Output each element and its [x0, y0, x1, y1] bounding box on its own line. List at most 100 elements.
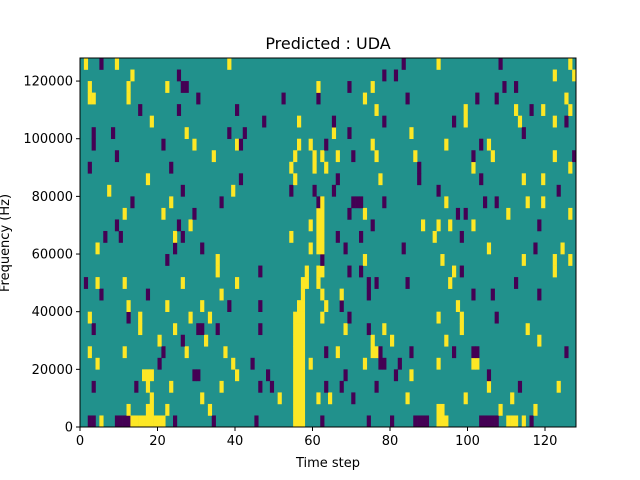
heatmap-cell — [316, 81, 321, 93]
heatmap-cell — [114, 150, 120, 163]
heatmap-cell — [157, 415, 162, 428]
heatmap-cell — [471, 150, 476, 163]
heatmap-cell — [436, 58, 441, 70]
heatmap-cell — [347, 265, 352, 278]
heatmap-cell — [215, 254, 220, 266]
heatmap-cell — [498, 403, 503, 416]
heatmap-cell — [138, 104, 143, 116]
heatmap-cell — [165, 403, 170, 416]
heatmap-cell — [533, 403, 538, 416]
heatmap-cell — [533, 242, 538, 255]
heatmap-cell — [374, 380, 379, 393]
heatmap-cell — [293, 403, 298, 416]
heatmap-cell — [293, 150, 298, 163]
heatmap-cell — [258, 265, 263, 278]
heatmap-cell — [490, 288, 495, 301]
heatmap-cell — [316, 392, 321, 405]
heatmap-cell — [335, 230, 340, 243]
heatmap-cell — [235, 104, 240, 116]
heatmap-cell — [297, 138, 302, 151]
heatmap-cell — [382, 357, 387, 370]
heatmap-cell — [138, 311, 143, 324]
x-tick-label: 0 — [76, 434, 84, 449]
heatmap-cell — [207, 403, 213, 416]
heatmap-cell — [161, 207, 166, 220]
heatmap-cell — [300, 288, 306, 301]
heatmap-cell — [324, 346, 329, 359]
heatmap-cell — [572, 69, 577, 82]
heatmap-cell — [242, 127, 247, 140]
heatmap-cell — [421, 219, 426, 232]
heatmap-cell — [413, 150, 418, 163]
heatmap-cell — [289, 161, 294, 174]
heatmap-cell — [401, 242, 406, 255]
heatmap-cell — [409, 127, 414, 140]
heatmap-cell — [114, 58, 120, 70]
heatmap-cell — [184, 346, 189, 359]
heatmap-cell — [87, 161, 92, 174]
heatmap-cell — [87, 92, 92, 105]
heatmap-cell — [486, 242, 492, 255]
heatmap-cell — [339, 380, 344, 393]
heatmap-cell — [180, 277, 185, 289]
heatmap-cell — [444, 415, 449, 428]
heatmap-cell — [227, 300, 232, 312]
heatmap-cell — [331, 184, 337, 197]
heatmap-cell — [370, 346, 375, 359]
heatmap-cell — [382, 196, 387, 209]
heatmap-cell — [382, 69, 387, 82]
heatmap-cell — [297, 380, 302, 393]
heatmap-cell — [459, 311, 464, 324]
heatmap-cell — [130, 69, 135, 82]
heatmap-cell — [471, 161, 476, 174]
heatmap-cell — [331, 127, 337, 140]
x-tick-label: 40 — [227, 434, 244, 449]
heatmap-cell — [184, 127, 189, 140]
heatmap-cell — [91, 323, 96, 336]
heatmap-cell — [347, 81, 352, 93]
heatmap-cell — [130, 196, 135, 209]
heatmap-cell — [114, 415, 120, 428]
heatmap-cell — [161, 415, 166, 428]
heatmap-cell — [463, 392, 468, 405]
heatmap-cell — [529, 415, 534, 428]
heatmap-cell — [215, 265, 220, 278]
heatmap-cell — [320, 219, 325, 232]
heatmap-cell — [382, 323, 387, 336]
heatmap-cell — [118, 230, 123, 243]
heatmap-cell — [297, 403, 302, 416]
x-tick-label: 60 — [304, 434, 321, 449]
heatmap-cell — [176, 219, 182, 232]
heatmap-cell — [440, 254, 445, 266]
y-tick-label: 40000 — [32, 305, 73, 320]
heatmap-cell — [126, 311, 131, 324]
x-tick-label: 120 — [533, 434, 558, 449]
heatmap-cell — [351, 196, 356, 209]
heatmap-cell — [196, 323, 201, 336]
heatmap-cell — [180, 334, 185, 347]
heatmap-cell — [463, 104, 468, 116]
heatmap-cell — [378, 346, 383, 359]
heatmap-cell — [556, 184, 561, 197]
heatmap-cell — [405, 92, 410, 105]
heatmap-cell — [126, 81, 131, 93]
x-axis: 0 20 40 60 80 100 120 — [76, 427, 558, 449]
heatmap-cell — [320, 254, 325, 266]
heatmap-cell — [107, 184, 112, 197]
heatmap-cell — [436, 219, 441, 232]
heatmap-cell — [300, 300, 306, 312]
heatmap-cell — [517, 380, 523, 393]
heatmap-cell — [215, 323, 220, 336]
heatmap-cell — [91, 92, 96, 105]
heatmap-cell — [289, 230, 294, 243]
heatmap-cell — [87, 81, 92, 93]
heatmap-cell — [421, 415, 426, 428]
heatmap-cell — [130, 415, 135, 428]
heatmap-cell — [161, 346, 166, 359]
y-tick-label: 0 — [65, 421, 73, 436]
heatmap-cell — [211, 150, 216, 163]
heatmap-cell — [145, 403, 151, 416]
heatmap-cell — [300, 334, 306, 347]
heatmap-cell — [238, 173, 244, 186]
heatmap-cell — [483, 415, 488, 428]
